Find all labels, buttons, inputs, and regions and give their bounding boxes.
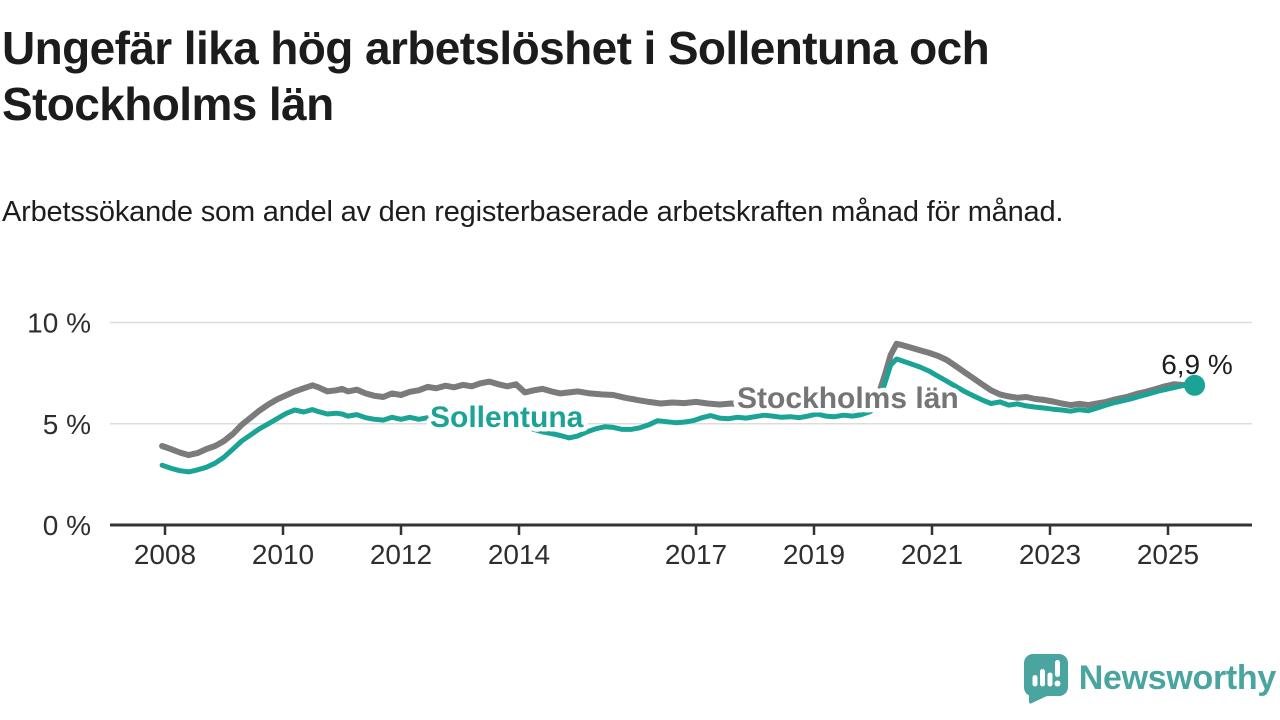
series-label-sollentuna: Sollentuna (430, 401, 584, 434)
y-tick-label: 5 % (43, 409, 91, 440)
x-tick-label: 2021 (901, 539, 963, 570)
series-line-stockholms-lan (159, 340, 1198, 459)
newsworthy-logo-text: Newsworthy (1078, 659, 1277, 697)
series-line-sollentuna (159, 356, 1198, 475)
series-end-dot (1184, 374, 1206, 396)
newsworthy-logo[interactable]: Newsworthy (1023, 653, 1276, 704)
logo-bar-3 (1047, 672, 1053, 687)
logo-exclamation-icon (1054, 660, 1060, 677)
logo-exclamation-dot (1054, 680, 1061, 687)
newsworthy-logo-icon (1023, 654, 1068, 704)
x-tick-label: 2008 (134, 539, 196, 570)
chart-title: Ungefär lika hög arbetslöshet i Sollentu… (2, 22, 990, 131)
x-tick-label: 2025 (1137, 539, 1199, 570)
logo-bar-2 (1039, 669, 1045, 687)
x-tick-label: 2017 (665, 539, 727, 570)
logo-bar-1 (1032, 675, 1038, 687)
x-tick-label: 2019 (783, 539, 845, 570)
x-tick-label: 2023 (1019, 539, 1081, 570)
end-value-label: 6,9 % (1161, 349, 1233, 380)
chart-subtitle: Arbetssökande som andel av den registerb… (2, 196, 1064, 228)
y-tick-label: 10 % (27, 308, 91, 339)
x-tick-label: 2014 (488, 539, 550, 570)
x-tick-label: 2010 (252, 539, 314, 570)
x-tick-label: 2012 (370, 539, 432, 570)
y-tick-label: 0 % (43, 510, 91, 541)
series-label-stockholms-lan: Stockholms län (737, 382, 959, 415)
